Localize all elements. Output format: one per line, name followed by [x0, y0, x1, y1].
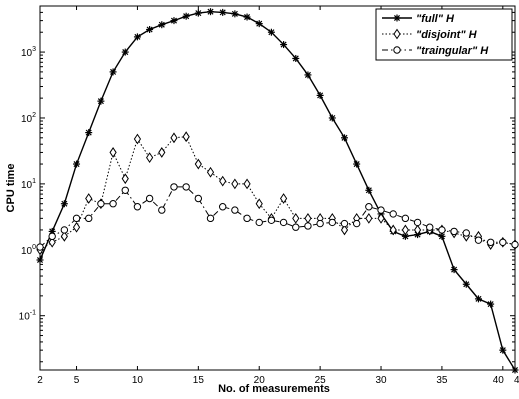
data-point-asterisk [499, 347, 506, 354]
data-point-circle [244, 215, 250, 221]
x-tick-label: 5 [74, 375, 80, 386]
data-point-circle [329, 219, 335, 225]
data-point-circle [463, 230, 469, 236]
data-point-circle [414, 219, 420, 225]
data-point-circle [183, 184, 189, 190]
data-point-asterisk [317, 92, 324, 99]
data-point-asterisk [183, 13, 190, 20]
data-point-asterisk [292, 55, 299, 62]
data-point-asterisk [475, 295, 482, 302]
legend-label: "traingular" H [416, 45, 489, 57]
data-point-circle [293, 224, 299, 230]
x-tick-label: 2 [37, 375, 43, 386]
x-axis-label: No. of measurements [218, 383, 330, 395]
data-point-circle [378, 207, 384, 213]
data-point-circle [73, 215, 79, 221]
data-point-asterisk [304, 71, 311, 78]
legend-label: "full" H [416, 13, 455, 25]
data-point-asterisk [122, 49, 129, 56]
data-point-circle [268, 217, 274, 223]
data-point-asterisk [268, 29, 275, 36]
data-point-asterisk [256, 20, 263, 27]
data-point-asterisk [158, 21, 165, 28]
data-point-asterisk [451, 266, 458, 273]
data-point-circle [122, 187, 128, 193]
x-tick-label: 40 [493, 375, 505, 386]
data-point-asterisk [146, 26, 153, 33]
data-point-circle [207, 215, 213, 221]
x-tick-label: 35 [436, 375, 448, 386]
y-axis-label: CPU time [5, 164, 17, 213]
data-point-circle [86, 215, 92, 221]
data-point-circle [451, 228, 457, 234]
data-point-circle [232, 207, 238, 213]
data-point-circle [219, 204, 225, 210]
data-point-asterisk [195, 10, 202, 17]
data-point-asterisk [231, 10, 238, 17]
data-point-circle [402, 215, 408, 221]
data-point-circle [98, 201, 104, 207]
data-point-asterisk [110, 68, 117, 75]
data-point-circle [317, 220, 323, 226]
data-point-asterisk [73, 161, 80, 168]
data-point-asterisk [329, 114, 336, 121]
data-point-circle [159, 207, 165, 213]
data-point-asterisk [170, 17, 177, 24]
data-point-circle [305, 223, 311, 229]
legend: "full" H "disjoint" H "traingular" H [376, 9, 512, 60]
data-point-circle [487, 239, 493, 245]
data-point-circle [475, 237, 481, 243]
data-point-asterisk [341, 134, 348, 141]
data-point-circle [394, 47, 400, 53]
data-point-circle [256, 219, 262, 225]
data-point-circle [500, 239, 506, 245]
data-point-circle [134, 204, 140, 210]
x-tick-label: 15 [193, 375, 205, 386]
data-point-circle [280, 219, 286, 225]
data-point-asterisk [134, 33, 141, 40]
data-point-circle [146, 195, 152, 201]
data-point-circle [341, 220, 347, 226]
data-point-circle [171, 184, 177, 190]
data-point-asterisk [219, 9, 226, 16]
data-point-asterisk [353, 161, 360, 168]
data-point-asterisk [244, 14, 251, 21]
data-point-asterisk [487, 301, 494, 308]
legend-label: "disjoint" H [416, 29, 478, 41]
data-point-circle [439, 227, 445, 233]
data-point-circle [195, 195, 201, 201]
data-point-asterisk [37, 256, 44, 263]
data-point-circle [110, 201, 116, 207]
x-tick-label: 41 [514, 375, 519, 386]
data-point-asterisk [97, 98, 104, 105]
data-point-circle [61, 227, 67, 233]
x-tick-label: 30 [375, 375, 387, 386]
data-point-circle [353, 220, 359, 226]
data-point-circle [366, 204, 372, 210]
data-point-asterisk [394, 15, 401, 22]
data-point-circle [37, 244, 43, 250]
data-point-circle [49, 233, 55, 239]
data-point-asterisk [512, 367, 519, 374]
data-point-circle [512, 241, 518, 247]
data-point-circle [427, 224, 433, 230]
data-point-asterisk [61, 200, 68, 207]
data-point-asterisk [85, 129, 92, 136]
data-point-asterisk [463, 281, 470, 288]
data-point-asterisk [207, 8, 214, 15]
data-point-circle [390, 211, 396, 217]
data-point-asterisk [365, 187, 372, 194]
data-point-asterisk [280, 41, 287, 48]
x-tick-label: 10 [132, 375, 144, 386]
